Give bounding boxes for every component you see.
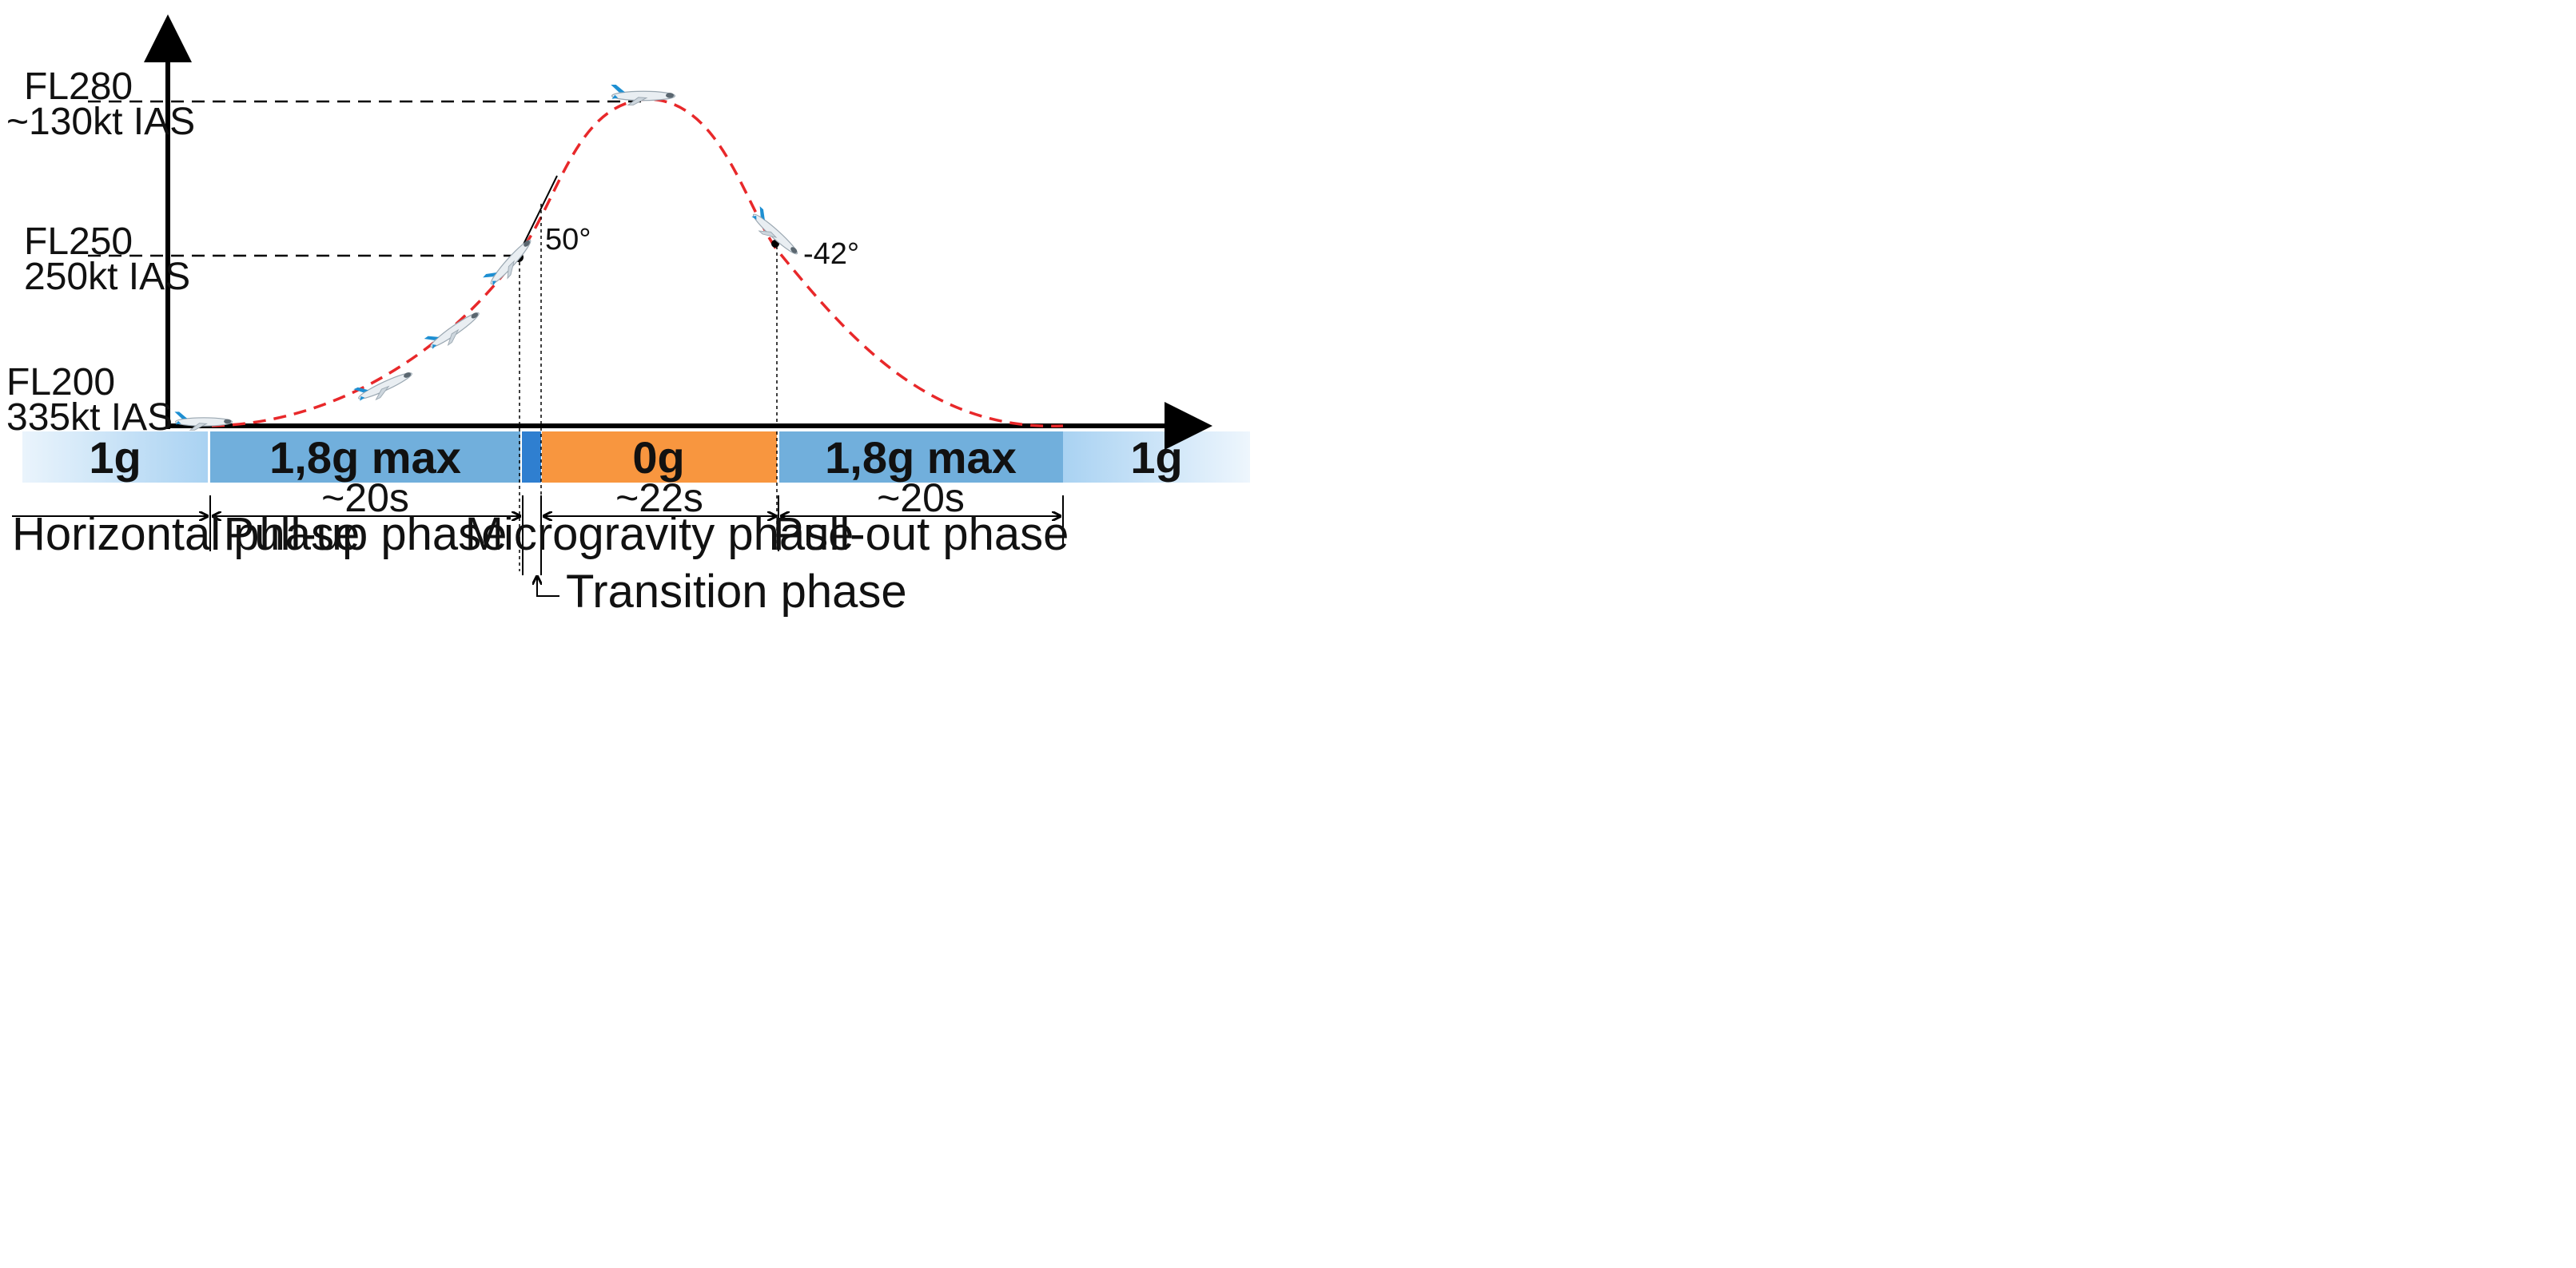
fl280-level-label: FL280 — [24, 66, 133, 108]
phase-horizontal: Horizontal phase — [12, 508, 360, 560]
aircraft-icon — [423, 304, 484, 356]
duration-pull-out: ~20s — [877, 475, 965, 520]
duration-pull-up: ~20s — [321, 475, 409, 520]
band-transition — [522, 431, 541, 483]
g-load-bands: 1g 1,8g max 0g 1,8g max 1g — [22, 431, 1250, 483]
fl200-level-label: FL200 — [6, 361, 115, 403]
band-label-microgravity: 0g — [632, 432, 684, 483]
band-label-1g-right: 1g — [1130, 432, 1182, 483]
pull-up-angle-label: 50° — [545, 223, 591, 256]
pull-out-angle-label: -42° — [803, 237, 859, 271]
transition-pointer — [537, 577, 559, 597]
band-pull-up — [210, 431, 520, 483]
band-label-pull-up: 1,8g max — [269, 432, 461, 483]
parabolic-trajectory — [211, 97, 1064, 427]
aircraft-icon — [482, 233, 538, 291]
band-label-1g-left: 1g — [89, 432, 141, 483]
band-microgravity — [542, 431, 777, 483]
duration-markers — [12, 495, 1064, 575]
phase-transition: Transition phase — [566, 566, 907, 618]
duration-microgravity: ~22s — [615, 475, 703, 520]
band-1g-left — [22, 431, 208, 483]
band-label-pull-out: 1,8g max — [825, 432, 1017, 483]
aircraft-icon — [747, 205, 805, 261]
phase-pull-up: Pull-up phase — [224, 508, 508, 560]
fl280-speed-label: ~130kt IAS — [6, 101, 195, 143]
pull-up-angle-line — [517, 175, 558, 256]
phase-pull-out: Pull-out phase — [773, 508, 1069, 560]
band-1g-right — [1063, 431, 1250, 483]
aircraft-icon — [352, 364, 416, 407]
fl250-level-label: FL250 — [24, 221, 133, 263]
fl200-speed-label: 335kt IAS — [6, 396, 173, 439]
band-pull-out — [779, 431, 1063, 483]
phase-microgravity: Microgravity phase — [465, 508, 854, 560]
fl250-speed-label: 250kt IAS — [24, 256, 190, 298]
